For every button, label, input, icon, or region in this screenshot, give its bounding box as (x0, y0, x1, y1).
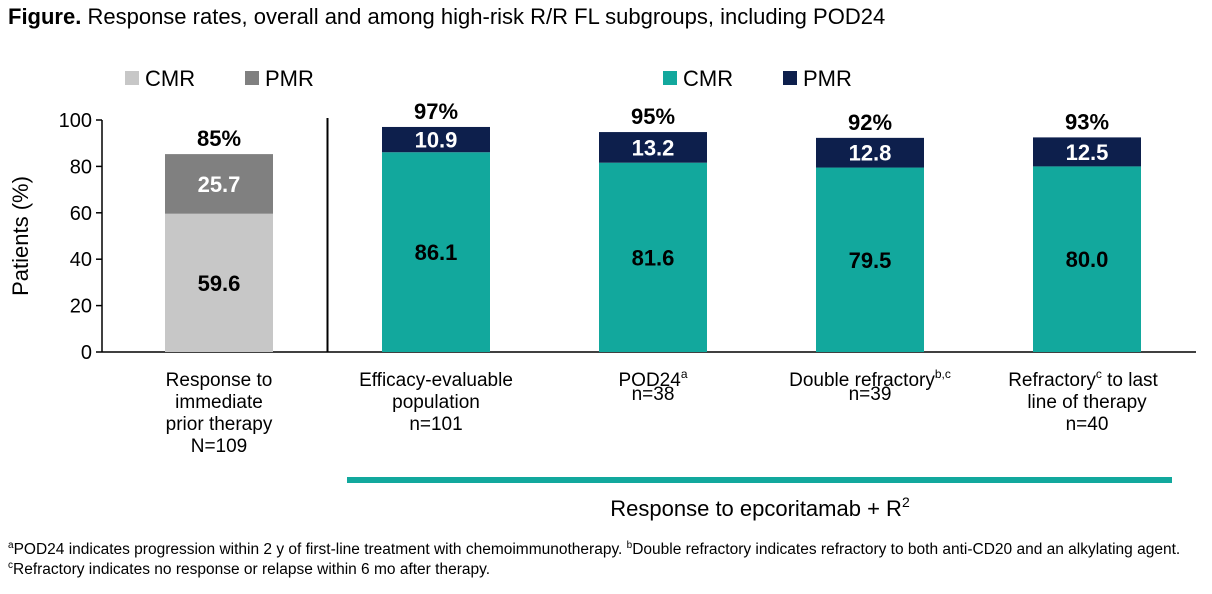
footnotes: aPOD24 indicates progression within 2 y … (8, 540, 1203, 580)
legend-0-label-cmr: CMR (145, 66, 195, 91)
stacked-bar-chart: 0 20 40 60 80 100 Patients (%) 59.6 25.7 85% 86.1 1… (8, 66, 1196, 521)
footnote-b-marker: b (626, 539, 633, 551)
y-tick-label-2: 40 (70, 249, 92, 271)
figure-title-text: Response rates, overall and among high-r… (87, 4, 886, 29)
bar-value-pmr-1: 10.9 (415, 128, 458, 153)
bar-value-cmr-3: 79.5 (849, 248, 892, 273)
bar-value-cmr-0: 59.6 (198, 271, 241, 296)
bar-total-3: 92% (848, 110, 892, 135)
bar-pmr-1 (382, 126, 490, 153)
bar-total-2: 95% (631, 104, 675, 129)
bar-value-cmr-1: 86.1 (415, 240, 458, 265)
y-tick-label-4: 80 (70, 156, 92, 178)
category-label-4: Refractoryc to last line of therapy n=40 (1008, 367, 1158, 435)
bar-pmr-2 (599, 132, 707, 163)
bar-cmr-4 (1033, 166, 1141, 352)
legend-0-swatch-pmr (245, 71, 259, 85)
category-label-0: Response to immediate prior therapy N=109 (166, 370, 273, 457)
bar-value-cmr-2: 81.6 (632, 245, 675, 270)
y-tick-label-3: 60 (70, 203, 92, 225)
bar-pmr-0 (165, 154, 273, 214)
legend-1-swatch-pmr (783, 71, 797, 85)
bar-value-pmr-0: 25.7 (198, 172, 241, 197)
bar-value-pmr-2: 13.2 (632, 135, 675, 160)
footnote-b-text: Double refractory indicates refractory t… (632, 541, 1181, 558)
legend-1-label-pmr: PMR (803, 66, 852, 91)
bar-cmr-2 (599, 162, 707, 352)
footnote-c-text: Refractory indicates no response or rela… (13, 561, 491, 578)
bar-pmr-4 (1033, 137, 1141, 167)
category-label-2: POD24a n=38 (619, 367, 688, 405)
category-label-3: Double refractoryb,c n=39 (789, 367, 951, 405)
figure-title: Figure. Response rates, overall and amon… (8, 4, 885, 30)
legend-0-label-pmr: PMR (265, 66, 314, 91)
bar-total-4: 93% (1065, 109, 1109, 134)
y-tick-label-5: 100 (59, 110, 92, 132)
category-label-1: Efficacy-evaluable population n=101 (359, 370, 513, 435)
bar-value-pmr-3: 12.8 (849, 141, 892, 166)
figure-title-prefix: Figure. (8, 4, 82, 29)
bar-total-0: 85% (197, 126, 241, 151)
bar-cmr-0 (165, 213, 273, 352)
bar-cmr-1 (382, 152, 490, 352)
legend-1-label-cmr: CMR (683, 66, 733, 91)
y-axis-label: Patients (%) (8, 176, 33, 296)
y-tick-label-0: 0 (81, 342, 92, 364)
bar-pmr-3 (816, 137, 924, 168)
bar-total-1: 97% (414, 99, 458, 124)
footnote-c-marker: c (8, 559, 13, 571)
bar-cmr-3 (816, 167, 924, 352)
footnote-a-marker: a (8, 539, 14, 551)
bar-value-pmr-4: 12.5 (1066, 140, 1109, 165)
bar-value-cmr-4: 80.0 (1066, 247, 1109, 272)
legend-0-swatch-cmr (125, 71, 139, 85)
legend-1-swatch-cmr (663, 71, 677, 85)
y-tick-label-1: 20 (70, 296, 92, 318)
group-label: Response to epcoritamab + R2 (610, 494, 910, 521)
footnote-a-text: POD24 indicates progression within 2 y o… (13, 541, 623, 558)
